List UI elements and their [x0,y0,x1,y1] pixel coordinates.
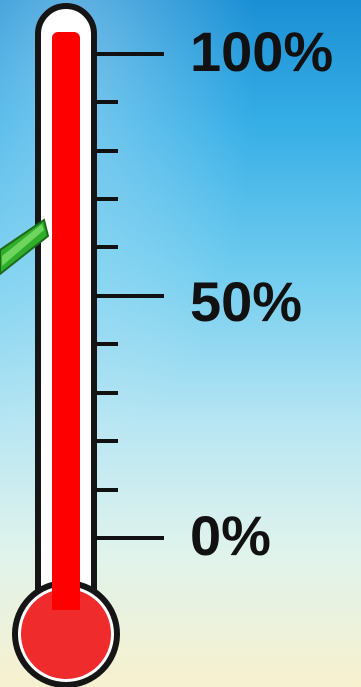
green-pointer [0,218,50,276]
label-50-percent: 50% [190,270,303,333]
label-0-percent: 0% [190,504,271,567]
mercury-neck [52,570,80,610]
thermometer-bulb [21,589,111,679]
mercury-column [52,32,80,622]
label-100-percent: 100% [190,20,334,83]
scale-ticks [96,52,164,540]
